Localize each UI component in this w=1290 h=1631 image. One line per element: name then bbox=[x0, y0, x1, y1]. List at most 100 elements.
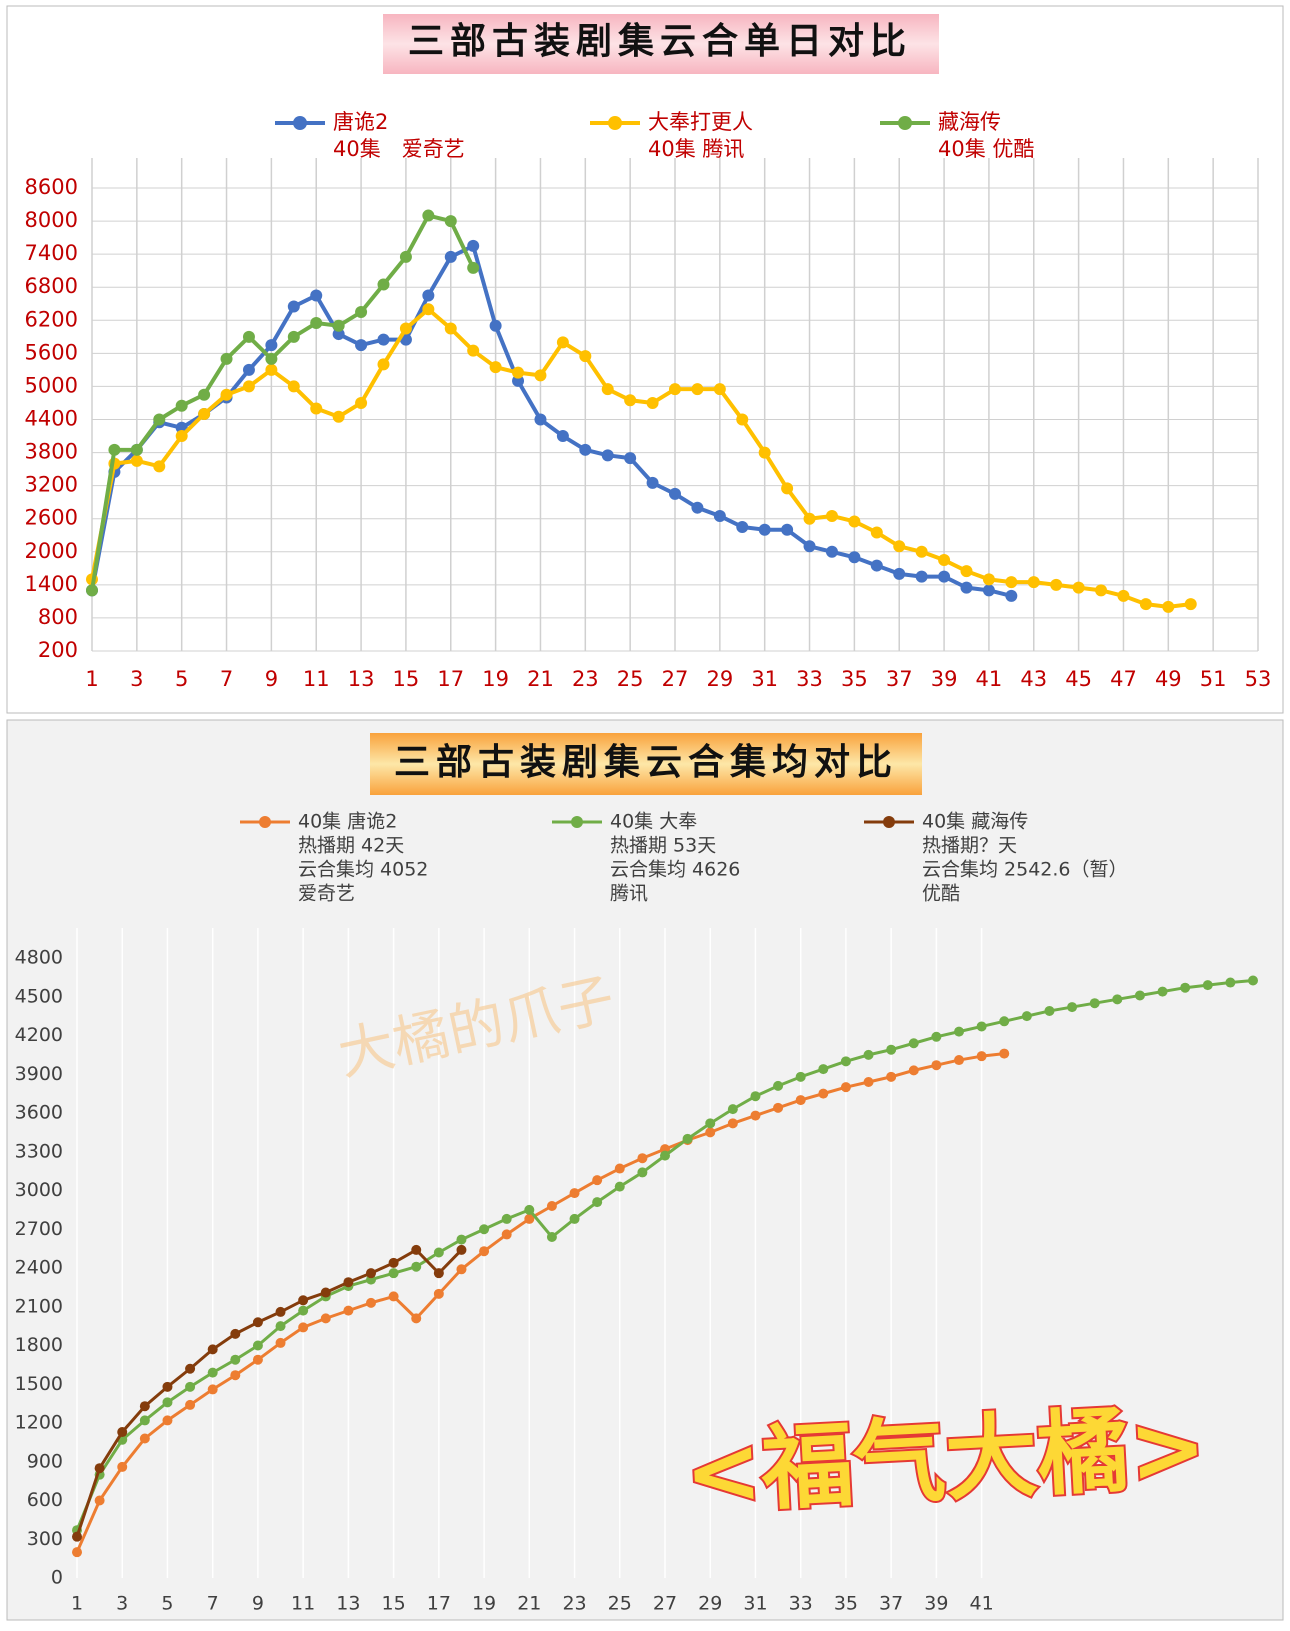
data-point bbox=[982, 573, 995, 586]
data-point bbox=[624, 394, 637, 407]
data-point bbox=[1067, 1002, 1078, 1013]
data-point bbox=[1157, 986, 1168, 997]
data-point bbox=[870, 559, 883, 572]
legend-label: 藏海传 bbox=[938, 110, 1001, 134]
data-point bbox=[72, 1547, 82, 1558]
data-point bbox=[399, 250, 412, 263]
data-point bbox=[1021, 1011, 1032, 1022]
data-point bbox=[1089, 998, 1100, 1009]
data-point bbox=[727, 1104, 738, 1115]
data-point bbox=[592, 1197, 603, 1208]
y-tick-label: 1500 bbox=[15, 1373, 63, 1395]
data-point bbox=[556, 336, 569, 349]
data-point bbox=[524, 1204, 535, 1215]
data-point bbox=[795, 1071, 806, 1082]
data-point bbox=[848, 515, 861, 528]
data-point bbox=[108, 443, 121, 456]
chart-title: 三部古装剧集云合集均对比 bbox=[394, 741, 898, 783]
data-point bbox=[1202, 980, 1213, 991]
data-point bbox=[908, 1038, 919, 1049]
data-point bbox=[893, 567, 906, 580]
data-point bbox=[298, 1322, 309, 1333]
data-point bbox=[727, 1118, 738, 1129]
y-tick-label: 0 bbox=[51, 1567, 63, 1589]
data-point bbox=[456, 1264, 467, 1275]
y-tick-label: 3200 bbox=[25, 473, 78, 497]
legend-note: 40集 优酷 bbox=[938, 137, 1034, 161]
data-point bbox=[422, 303, 435, 316]
data-point bbox=[546, 1232, 557, 1242]
x-tick-label: 25 bbox=[608, 1593, 632, 1615]
data-point bbox=[624, 452, 637, 465]
data-point bbox=[848, 551, 861, 564]
x-tick-label: 29 bbox=[698, 1593, 722, 1615]
x-tick-label: 15 bbox=[382, 1593, 406, 1615]
data-point bbox=[938, 554, 951, 567]
data-point bbox=[198, 388, 211, 401]
data-point bbox=[377, 278, 390, 291]
x-tick-label: 25 bbox=[617, 667, 644, 691]
data-point bbox=[433, 1268, 444, 1279]
data-point bbox=[411, 1313, 422, 1324]
data-point bbox=[298, 1295, 309, 1306]
x-tick-label: 31 bbox=[743, 1593, 767, 1615]
data-point bbox=[355, 396, 368, 409]
data-point bbox=[781, 523, 794, 536]
data-point bbox=[669, 487, 681, 500]
data-point bbox=[456, 1234, 467, 1245]
data-point bbox=[153, 460, 166, 473]
data-point bbox=[320, 1287, 331, 1298]
data-point bbox=[579, 350, 592, 363]
data-point bbox=[456, 1244, 467, 1255]
x-tick-label: 31 bbox=[751, 667, 778, 691]
x-tick-label: 37 bbox=[879, 1593, 903, 1615]
y-tick-label: 1400 bbox=[25, 572, 78, 596]
x-tick-label: 47 bbox=[1110, 667, 1137, 691]
data-point bbox=[139, 1401, 150, 1412]
data-point bbox=[242, 330, 255, 343]
data-point bbox=[130, 454, 143, 467]
data-point bbox=[117, 1427, 128, 1438]
data-point bbox=[556, 430, 569, 443]
x-tick-label: 39 bbox=[931, 667, 958, 691]
data-point bbox=[601, 449, 614, 462]
y-tick-label: 6200 bbox=[25, 307, 78, 331]
data-point bbox=[1050, 578, 1063, 591]
data-point bbox=[960, 581, 973, 594]
data-point bbox=[886, 1044, 897, 1055]
data-point bbox=[954, 1055, 964, 1066]
x-tick-label: 33 bbox=[789, 1593, 813, 1615]
data-point bbox=[185, 1363, 196, 1374]
x-tick-label: 17 bbox=[437, 667, 464, 691]
data-point bbox=[781, 482, 794, 495]
x-tick-label: 9 bbox=[265, 667, 278, 691]
x-tick-label: 21 bbox=[517, 1593, 541, 1615]
data-point bbox=[512, 374, 525, 387]
data-point bbox=[863, 1049, 874, 1060]
chart-title: 三部古装剧集云合单日对比 bbox=[408, 20, 912, 62]
data-point bbox=[750, 1091, 761, 1102]
x-tick-label: 19 bbox=[472, 1593, 496, 1615]
data-point bbox=[713, 383, 726, 396]
data-point bbox=[931, 1060, 942, 1071]
y-tick-label: 200 bbox=[38, 638, 78, 662]
data-point bbox=[388, 1257, 399, 1268]
data-point bbox=[840, 1082, 851, 1093]
data-point bbox=[931, 1031, 942, 1042]
data-point bbox=[1095, 584, 1108, 597]
data-point bbox=[388, 1291, 399, 1302]
y-tick-label: 4800 bbox=[15, 947, 63, 969]
data-point bbox=[512, 366, 525, 379]
data-point bbox=[773, 1080, 784, 1091]
data-point bbox=[501, 1213, 512, 1224]
x-tick-label: 11 bbox=[291, 1593, 315, 1615]
data-point bbox=[1005, 576, 1018, 589]
data-point bbox=[444, 250, 457, 263]
data-point bbox=[825, 545, 838, 558]
y-tick-label: 3000 bbox=[15, 1179, 63, 1201]
data-point bbox=[198, 407, 211, 420]
legend-marker bbox=[293, 116, 307, 130]
y-tick-label: 1800 bbox=[15, 1334, 63, 1356]
x-tick-label: 11 bbox=[303, 667, 330, 691]
data-point bbox=[479, 1224, 490, 1235]
